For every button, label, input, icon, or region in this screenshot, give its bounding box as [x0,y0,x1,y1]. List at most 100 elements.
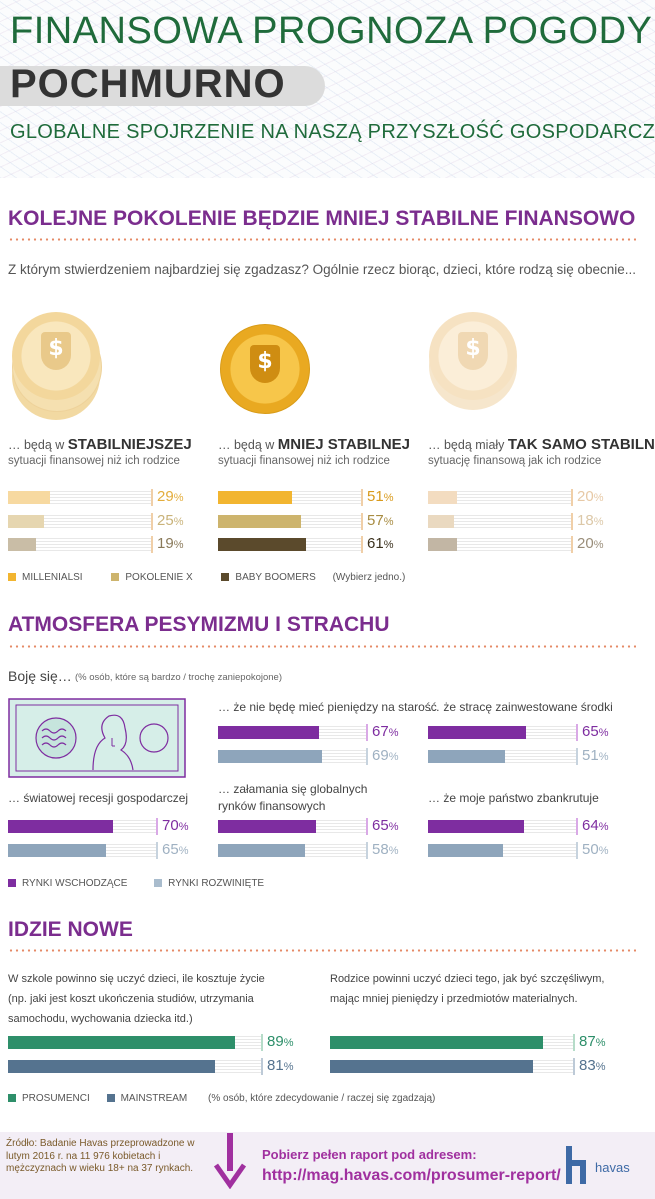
value-label: 18% [577,512,604,529]
option-label: … będą w STABILNIEJSZEJ [8,436,192,453]
option-sub: sytuacji finansowej niż ich rodzice [8,455,180,467]
section3-divider [8,949,636,952]
subtitle-band [0,66,325,106]
bar-track: 67% [218,723,398,741]
bar-end-tick [571,489,573,506]
bar-track: 65% [428,723,608,741]
bar [8,1036,235,1049]
bar [428,820,524,833]
bar [8,1060,215,1073]
down-arrow-icon [214,1133,246,1189]
value-label: 61% [367,535,394,552]
bar-track: 61% [218,535,393,553]
trend-label-sub: (np. jaki jest koszt ukończenia studiów,… [8,993,254,1025]
bar [218,750,322,763]
section2-legend: RYNKI WSCHODZĄCE RYNKI ROZWINIĘTE [8,878,264,889]
value-label: 50% [582,841,609,858]
report-link[interactable]: http://mag.havas.com/prosumer-report/ [262,1167,561,1184]
bar-end-tick [261,1058,263,1075]
bar [8,538,36,551]
option-label: … będą w MNIEJ STABILNEJ [218,436,411,453]
source-note: Źródło: Badanie Havas przeprowadzone w l… [6,1138,195,1174]
legend-item: MILLENIALSI [8,572,83,583]
bar [330,1036,543,1049]
coin-stack-icon: $ [425,312,535,422]
value-label: 19% [157,535,184,552]
section2-note: (% osób, które są bardzo / trochę zaniep… [75,672,283,683]
legend-item: POKOLENIE X [111,572,193,583]
dollar-icon: $ [48,336,64,361]
bar [8,515,44,528]
dollar-icon: $ [465,336,481,361]
fear-label: … że nie będę mieć pieniędzy na starość [218,700,437,714]
legend-item: BABY BOOMERS [221,572,316,583]
bar-end-tick [576,724,578,741]
section1-legend: MILLENIALSI POKOLENIE X BABY BOOMERS (Wy… [8,572,405,583]
bar-track: 20% [428,488,603,506]
bar-end-tick [151,513,153,530]
bar-track: 51% [428,747,608,765]
bar-end-tick [576,842,578,859]
value-label: 89% [267,1033,294,1050]
section2-divider [8,645,636,648]
bar-end-tick [261,1034,263,1051]
download-cta: Pobierz pełen raport pod adresem: [262,1147,477,1162]
value-label: 25% [157,512,184,529]
value-label: 81% [267,1057,294,1074]
value-label: 70% [162,817,189,834]
value-label: 57% [367,512,394,529]
bar-end-tick [361,536,363,553]
value-label: 65% [372,817,399,834]
bar-track: 51% [218,488,393,506]
bar-track: 18% [428,512,603,530]
fear-label: … światowej recesji gospodarczej [8,791,189,805]
bar [428,538,457,551]
bar-end-tick [151,536,153,553]
page-tagline: GLOBALNE SPOJRZENIE NA NASZĄ PRZYSZŁOŚĆ … [10,121,655,143]
bar [218,515,301,528]
legend-item: RYNKI WSCHODZĄCE [8,878,127,889]
coin-stack-icon: $ [8,312,118,422]
option-label: … będą miały TAK SAMO STABILNĄ [428,436,655,453]
bar-end-tick [156,818,158,835]
section1-divider [8,238,636,241]
value-label: 87% [579,1033,606,1050]
section1-question: Z którym stwierdzeniem najbardziej się z… [8,262,637,277]
value-label: 69% [372,747,399,764]
bar-end-tick [573,1034,575,1051]
bar-track: 64% [428,817,608,835]
value-label: 58% [372,841,399,858]
bar-end-tick [361,489,363,506]
section2-title: ATMOSFERA PESYMIZMU I STRACHU [8,613,390,636]
bar [218,726,319,739]
coin-icon: $ [216,312,326,422]
bar-end-tick [571,536,573,553]
bar-end-tick [361,513,363,530]
bar-track: 87% [330,1033,605,1051]
value-label: 20% [577,488,604,505]
bar-track: 57% [218,512,393,530]
fear-label: … że stracę zainwestowane środki [428,700,613,714]
section3-title: IDZIE NOWE [8,918,133,941]
bar [428,515,454,528]
bar [218,844,305,857]
bar-end-tick [366,724,368,741]
havas-logo-icon [566,1146,588,1184]
value-label: 29% [157,488,184,505]
bar-track: 65% [8,841,188,859]
section3-note: (% osób, które zdecydowanie / raczej się… [208,1093,436,1104]
bar [428,844,503,857]
bar [330,1060,533,1073]
bar [428,491,457,504]
page-title: FINANSOWA PROGNOZA POGODY [10,10,653,52]
bar-end-tick [573,1058,575,1075]
value-label: 64% [582,817,609,834]
option-sub: sytuacji finansowej niż ich rodzice [218,455,390,467]
bar-track: 25% [8,512,183,530]
bar-track: 89% [8,1033,293,1051]
value-label: 51% [582,747,609,764]
dollar-icon: $ [257,349,273,374]
page-subtitle: POCHMURNO [10,62,286,106]
section3-legend: PROSUMENCI MAINSTREAM (% osób, które zde… [8,1093,435,1104]
value-label: 65% [582,723,609,740]
